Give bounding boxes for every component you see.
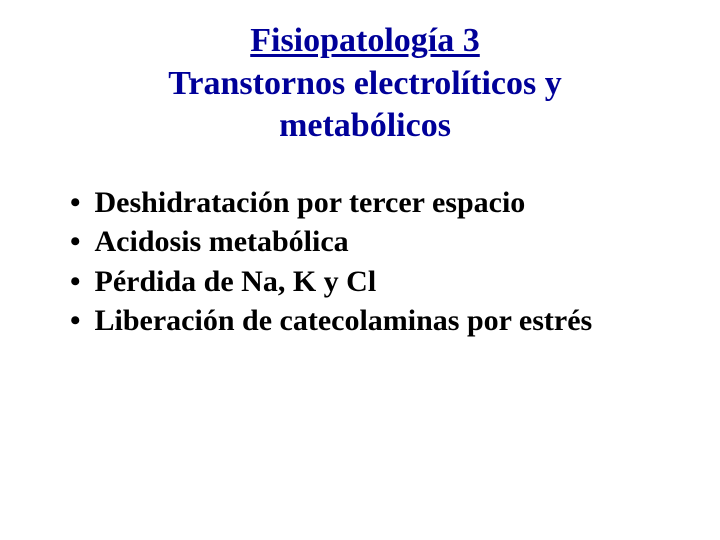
bullet-text: Pérdida de Na, K y Cl <box>95 263 377 301</box>
bullet-icon: • <box>70 263 81 301</box>
title-line-1: Fisiopatología 3 <box>250 20 480 63</box>
slide-title: Fisiopatología 3 Transtornos electrolíti… <box>50 20 680 148</box>
bullet-text: Liberación de catecolaminas por estrés <box>95 302 593 340</box>
bullet-text: Deshidratación por tercer espacio <box>95 184 526 222</box>
bullet-icon: • <box>70 184 81 222</box>
list-item: • Pérdida de Na, K y Cl <box>70 263 680 301</box>
bullet-icon: • <box>70 302 81 340</box>
list-item: • Liberación de catecolaminas por estrés <box>70 302 680 340</box>
list-item: • Acidosis metabólica <box>70 223 680 261</box>
title-line-2: Transtornos electrolíticos y metabólicos <box>168 65 561 145</box>
list-item: • Deshidratación por tercer espacio <box>70 184 680 222</box>
bullet-text: Acidosis metabólica <box>95 223 349 261</box>
bullet-icon: • <box>70 223 81 261</box>
bullet-list: • Deshidratación por tercer espacio • Ac… <box>50 184 680 340</box>
